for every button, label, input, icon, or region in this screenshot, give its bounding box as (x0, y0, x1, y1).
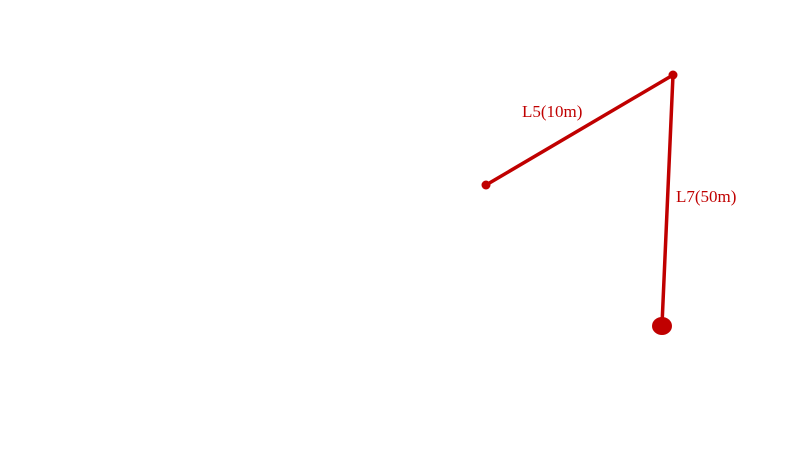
segment-l5 (484, 73, 675, 187)
node-junction (668, 70, 678, 80)
segment-l7-label: L7(50m) (676, 187, 736, 206)
node-end (652, 317, 672, 335)
segment-l5-label: L5(10m) (522, 102, 582, 121)
node-start (481, 180, 491, 190)
segment-l7 (660, 73, 675, 327)
